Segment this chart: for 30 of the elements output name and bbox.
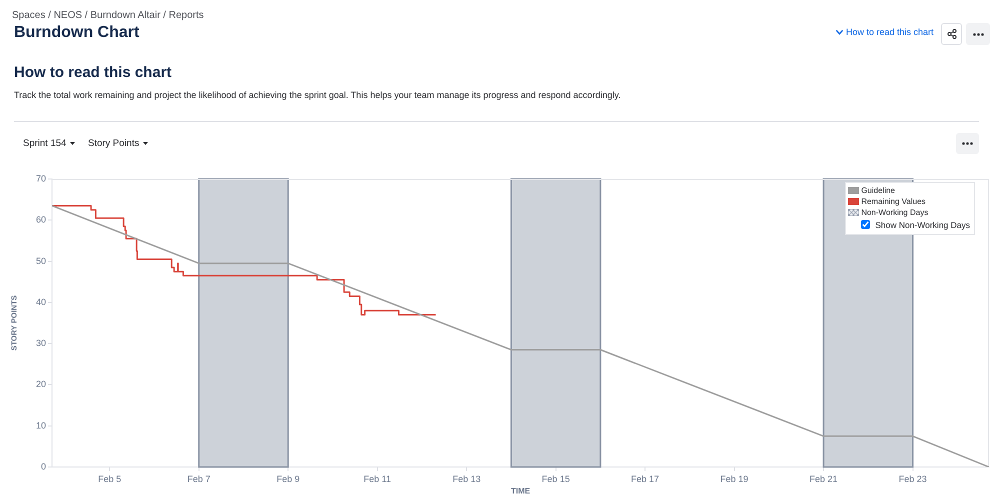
x-tick-label: Feb 7 (187, 474, 210, 484)
legend-label: Remaining Values (861, 197, 926, 206)
y-tick-label: 50 (36, 256, 46, 266)
x-tick-label: Feb 11 (364, 474, 392, 484)
x-tick-label: Feb 21 (810, 474, 838, 484)
text: Spaces / NEOS / Burndown Altair / Reports (12, 10, 204, 21)
chart-title: Burndown Chart (14, 24, 140, 41)
text: How to read this chart (846, 27, 934, 37)
x-tick-label: Feb 23 (898, 474, 927, 484)
x-tick-label: Feb 17 (631, 474, 660, 484)
y-tick-label: 60 (36, 214, 46, 225)
y-tick-label: 30 (36, 338, 46, 348)
annotation: Show Non-Working Days (875, 220, 970, 230)
x-tick-label: Feb 13 (452, 474, 481, 484)
x-tick-label: Feb 15 (542, 474, 570, 484)
x-tick-label: Feb 9 (276, 474, 300, 484)
y-tick-label: 10 (36, 420, 46, 430)
chart-subtitle: Track the total work remaining and project the likelihood of achieving the sprint goal. This helps your team manage its progress and respond accordingly. (14, 90, 621, 100)
x-tick-label: Feb 5 (98, 474, 122, 484)
y-tick-label: 0 (40, 461, 46, 472)
legend-label: Guideline (861, 186, 896, 195)
x-axis-title: TIME (510, 486, 531, 496)
text: How to read this chart (14, 64, 172, 81)
text: Sprint 154 (23, 138, 66, 149)
band-label: Non-Working Days (861, 208, 928, 217)
x-tick-label: Feb 19 (720, 474, 748, 484)
y-tick-label: 20 (36, 379, 46, 390)
y-tick-label: 40 (36, 296, 46, 307)
y-tick-label: 70 (36, 173, 46, 184)
text: Story Points (88, 138, 140, 149)
